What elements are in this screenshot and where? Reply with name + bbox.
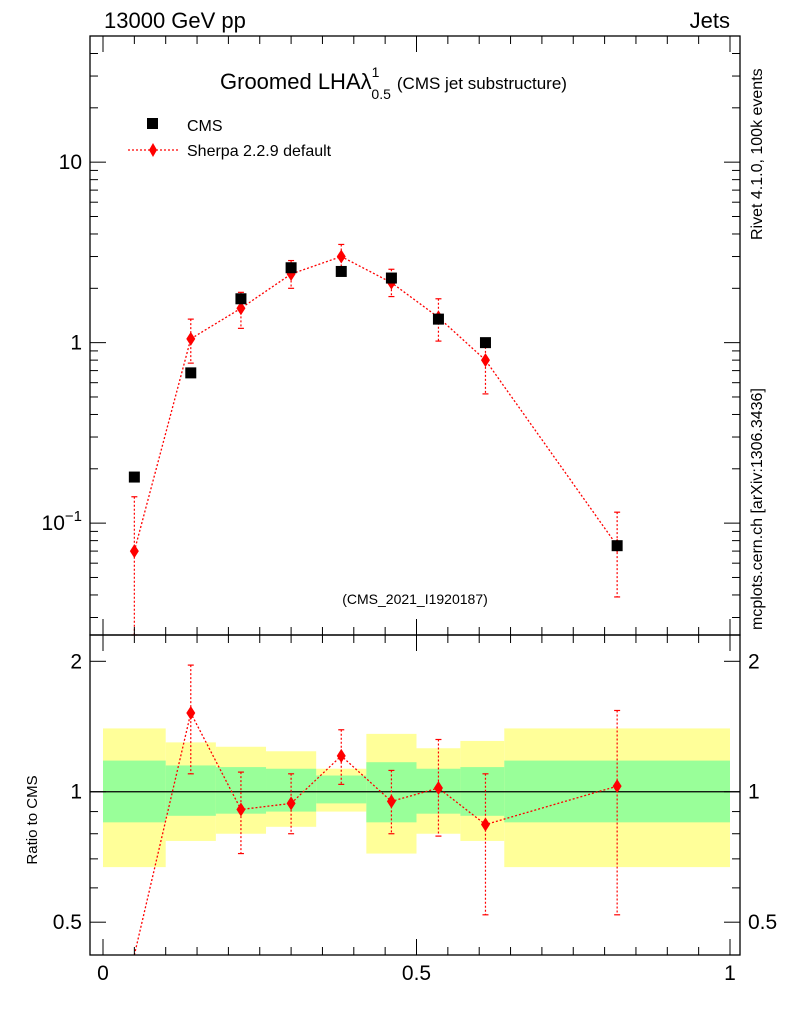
title-superscript: 1: [372, 64, 380, 80]
legend-mc-label: Sherpa 2.2.9 default: [187, 143, 332, 160]
ratio-ytick-label-right-0: 0.5: [748, 911, 777, 934]
ratio-mc-point-8: [612, 779, 622, 794]
ratio-y-axis-label: Ratio to CMS: [24, 775, 41, 864]
xtick-label-0: 0: [97, 962, 109, 985]
title-text: Groomed LHA: [220, 69, 361, 94]
title-subscript: 0.5: [371, 86, 391, 102]
main-data-point-2: [235, 293, 247, 305]
main-data-point-8: [611, 540, 623, 552]
ratio-ytick-label-right-1: 1: [748, 781, 760, 804]
main-data-point-7: [479, 337, 491, 349]
axis-ticks: [90, 35, 740, 955]
main-data-point-3: [285, 262, 297, 274]
main-data-point-5: [385, 272, 397, 284]
main-mc-point-2: [236, 301, 246, 316]
legend-data-marker: [147, 118, 158, 129]
ratio-ytick-label-left-0: 0.5: [53, 911, 82, 934]
ratio-mc-point-7: [480, 817, 490, 832]
ratio-mc-point-6: [433, 781, 443, 796]
rivet-version-label: Rivet 4.1.0, 100k events: [749, 68, 766, 240]
xtick-label-1: 0.5: [402, 962, 431, 985]
ratio-plot-frame: [89, 634, 741, 956]
ratio-mc-point-3: [286, 796, 296, 811]
legend: CMS Sherpa 2.2.9 default: [128, 118, 332, 160]
main-ytick-label-2: 10: [59, 151, 82, 174]
main-ytick-label-1: 1: [70, 332, 82, 355]
ratio-mc-point-2: [236, 802, 246, 817]
title-suffix: (CMS jet substructure): [397, 74, 567, 93]
main-mc-point-4: [336, 249, 346, 264]
main-data-point-4: [335, 265, 347, 277]
xtick-label-2: 1: [724, 962, 736, 985]
chart-title: Groomed LHAλ1 0.5 (CMS jet substructure): [220, 64, 567, 102]
ratio-ytick-label-left-1: 1: [70, 781, 82, 804]
source-label: mcplots.cern.ch [arXiv:1306.3436]: [749, 388, 766, 630]
main-ytick-label-0: 10−1: [42, 508, 82, 535]
energy-label: 13000 GeV pp: [104, 8, 246, 33]
main-data-point-0: [128, 471, 140, 483]
main-data-point-6: [432, 313, 444, 325]
main-ytick-exponent: −1: [65, 508, 82, 525]
ratio-mc-point-1: [186, 705, 196, 720]
ratio-mc-point-5: [386, 794, 396, 809]
legend-data-label: CMS: [187, 118, 223, 135]
main-mc-point-7: [480, 353, 490, 368]
main-data-series: [128, 262, 623, 552]
title-symbol: λ: [361, 69, 372, 94]
main-mc-point-1: [186, 331, 196, 346]
legend-mc-marker: [149, 143, 157, 157]
analysis-id-label: (CMS_2021_I1920187): [342, 591, 488, 607]
ratio-ytick-label-right-2: 2: [748, 650, 760, 673]
ratio-frame-rect: [89, 634, 741, 956]
category-label: Jets: [690, 8, 730, 33]
main-ytick-base: 10: [42, 512, 65, 535]
main-data-point-1: [185, 367, 197, 379]
ratio-mc-point-4: [336, 748, 346, 763]
ratio-band-inner-4: [316, 775, 367, 804]
ratio-mc-series: [133, 664, 622, 956]
ratio-ytick-label-left-2: 2: [70, 650, 82, 673]
main-mc-point-0: [129, 544, 139, 559]
